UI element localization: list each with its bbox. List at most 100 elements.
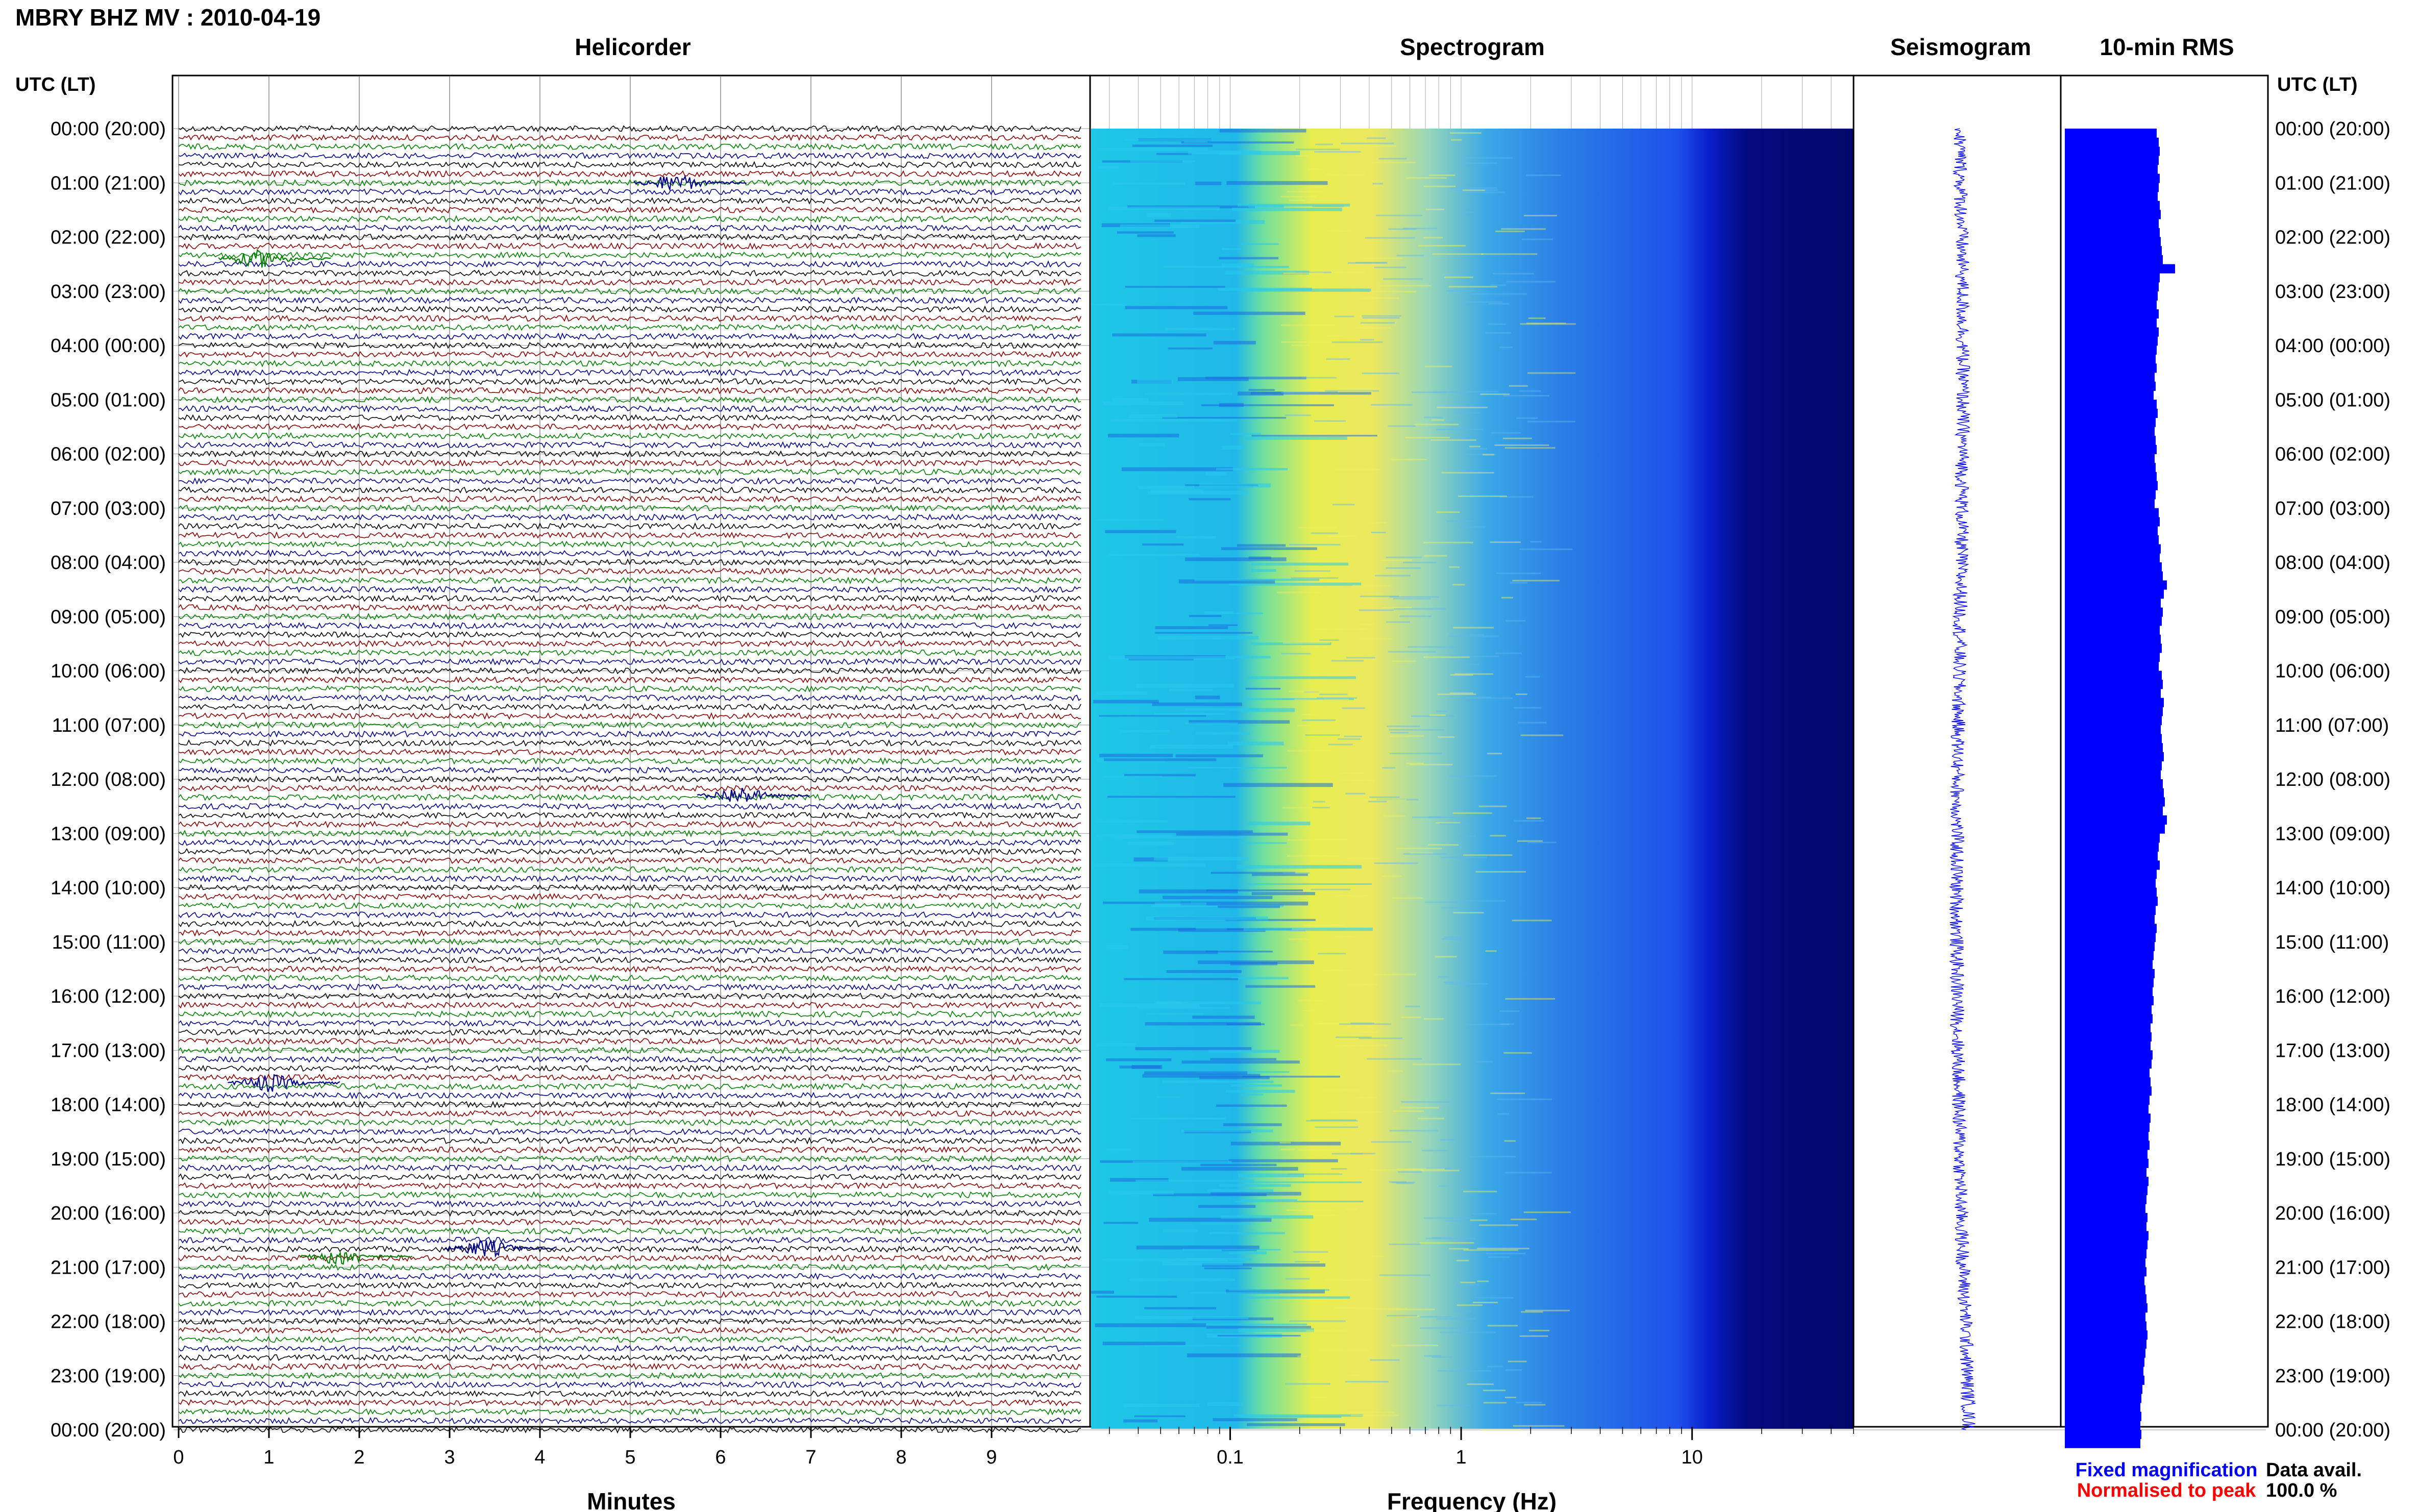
spectrogram-speckle: [1331, 341, 1383, 343]
rms-bar: [2065, 860, 2160, 870]
data-avail-label: Data avail.: [2266, 1459, 2362, 1481]
spectrogram-speckle: [1329, 535, 1358, 537]
rms-bar: [2065, 634, 2161, 644]
spectrogram-speckle: [1519, 1335, 1548, 1337]
spectrogram-speckle: [1529, 1329, 1549, 1331]
spectrogram-speckle: [1449, 775, 1497, 777]
helicorder-trace: [178, 531, 1081, 539]
helicorder-trace: [178, 712, 1081, 720]
rms-bar: [2065, 183, 2159, 192]
spectrogram-speckle: [1441, 472, 1494, 474]
spectrogram-streak: [1103, 401, 1184, 406]
spectrogram-streak: [1103, 1222, 1139, 1224]
rms-bar: [2065, 1141, 2150, 1150]
helicorder-trace: [179, 965, 1081, 973]
spectrogram-speckle: [1386, 567, 1421, 569]
spectrogram-speckle: [1368, 801, 1387, 803]
spectrogram-speckle: [1423, 541, 1473, 543]
spectrogram-speckle: [1379, 285, 1431, 287]
spectrogram-speckle: [1480, 393, 1510, 395]
spectrogram-speckle: [1315, 838, 1348, 840]
spectrogram-speckle: [1449, 566, 1460, 568]
spectrogram-speckle: [1317, 1349, 1369, 1351]
spectrogram-speckle: [1335, 895, 1368, 897]
helicorder-trace: [178, 838, 1081, 847]
spectrogram-speckle: [1302, 1009, 1316, 1011]
spectrogram-streak: [1133, 857, 1168, 862]
spectrogram-streak: [1098, 166, 1119, 169]
spectrogram-speckle: [1370, 404, 1413, 406]
spectrogram-speckle: [1431, 1237, 1451, 1239]
helicorder-trace: [178, 576, 1081, 585]
seismogram-trace: [1948, 128, 1977, 1430]
spectrogram-speckle: [1344, 735, 1363, 737]
spectrogram-speckle: [1414, 424, 1459, 426]
time-label-left: 00:00 (20:00): [51, 118, 166, 140]
rms-bar: [2065, 680, 2163, 689]
spectrogram-speckle: [1463, 301, 1502, 303]
spectrogram-speckle: [1527, 372, 1576, 374]
spectrogram-streak: [1219, 151, 1300, 155]
spectrogram-streak: [1207, 1402, 1244, 1406]
spectrogram-speckle: [1528, 317, 1546, 319]
spectrogram-speckle: [1306, 1120, 1358, 1122]
spectrogram-streak: [1195, 732, 1250, 735]
spectrogram-speckle: [1448, 290, 1462, 292]
helicorder-trace: [178, 215, 1081, 223]
spectrogram-speckle: [1339, 1023, 1391, 1025]
spectrogram-speckle: [1421, 1170, 1460, 1172]
spectrogram-speckle: [1290, 930, 1306, 932]
rms-bar: [2065, 1150, 2148, 1159]
spectrogram-speckle: [1440, 1139, 1457, 1141]
spectrogram-speckle: [1406, 177, 1447, 179]
rms-bar: [2065, 436, 2156, 445]
spectrogram-speckle: [1520, 323, 1576, 325]
spectrogram-speckle: [1515, 693, 1527, 695]
spectrogram-streak: [1137, 830, 1253, 833]
seismogram-line: [1948, 128, 1977, 1430]
spectrogram-streak: [1124, 139, 1213, 141]
spectrogram-speckle: [1473, 1302, 1498, 1303]
spectrogram-streak: [1226, 1023, 1265, 1025]
spectrogram-streak: [1154, 902, 1207, 907]
spectrogram-streak: [1205, 377, 1306, 380]
spectrogram-speckle: [1520, 734, 1564, 736]
spectrogram-streak: [1187, 766, 1287, 769]
spectrogram-streak: [1200, 1222, 1251, 1225]
helicorder-trace: [179, 1028, 1081, 1036]
spectrogram-speckle: [1337, 738, 1361, 740]
spectrogram-speckle: [1388, 1308, 1435, 1310]
spectrogram-speckle: [1456, 1259, 1469, 1261]
spectrogram-speckle: [1409, 763, 1453, 765]
helicorder-trace: [178, 793, 1081, 802]
rms-bar: [2065, 454, 2155, 463]
spectrogram-speckle: [1454, 673, 1493, 675]
spectrogram-speckle: [1519, 390, 1541, 392]
frequency-tick-label: 0.1: [1217, 1447, 1244, 1468]
spectrogram-streak: [1165, 328, 1235, 331]
spectrogram-speckle: [1375, 575, 1411, 577]
spectrogram-speckle: [1294, 1261, 1320, 1262]
helicorder-trace: [178, 1182, 1081, 1190]
spectrogram-speckle: [1325, 390, 1379, 392]
helicorder-trace: [178, 1173, 1081, 1181]
spectrogram-speckle: [1511, 1219, 1537, 1221]
spectrogram-speckle: [1516, 1402, 1542, 1403]
spectrogram-speckle: [1464, 697, 1513, 699]
rms-bar: [2065, 1430, 2141, 1440]
spectrogram-streak: [1208, 1050, 1280, 1053]
rms-bar: [2065, 327, 2159, 337]
spectrogram-streak: [1235, 1200, 1364, 1203]
rms-bar: [2065, 562, 2162, 572]
spectrogram-streak: [1137, 234, 1176, 237]
spectrogram-speckle: [1463, 854, 1513, 856]
rms-bar: [2065, 481, 2158, 490]
spectrogram-speckle: [1283, 642, 1330, 644]
spectrogram-streak: [1246, 883, 1372, 885]
spectrogram-speckle: [1509, 385, 1528, 387]
spectrogram-speckle: [1476, 1248, 1529, 1250]
spectrogram-speckle: [1423, 656, 1470, 658]
spectrogram-speckle: [1499, 1010, 1520, 1012]
spectrogram-speckle: [1485, 332, 1511, 334]
